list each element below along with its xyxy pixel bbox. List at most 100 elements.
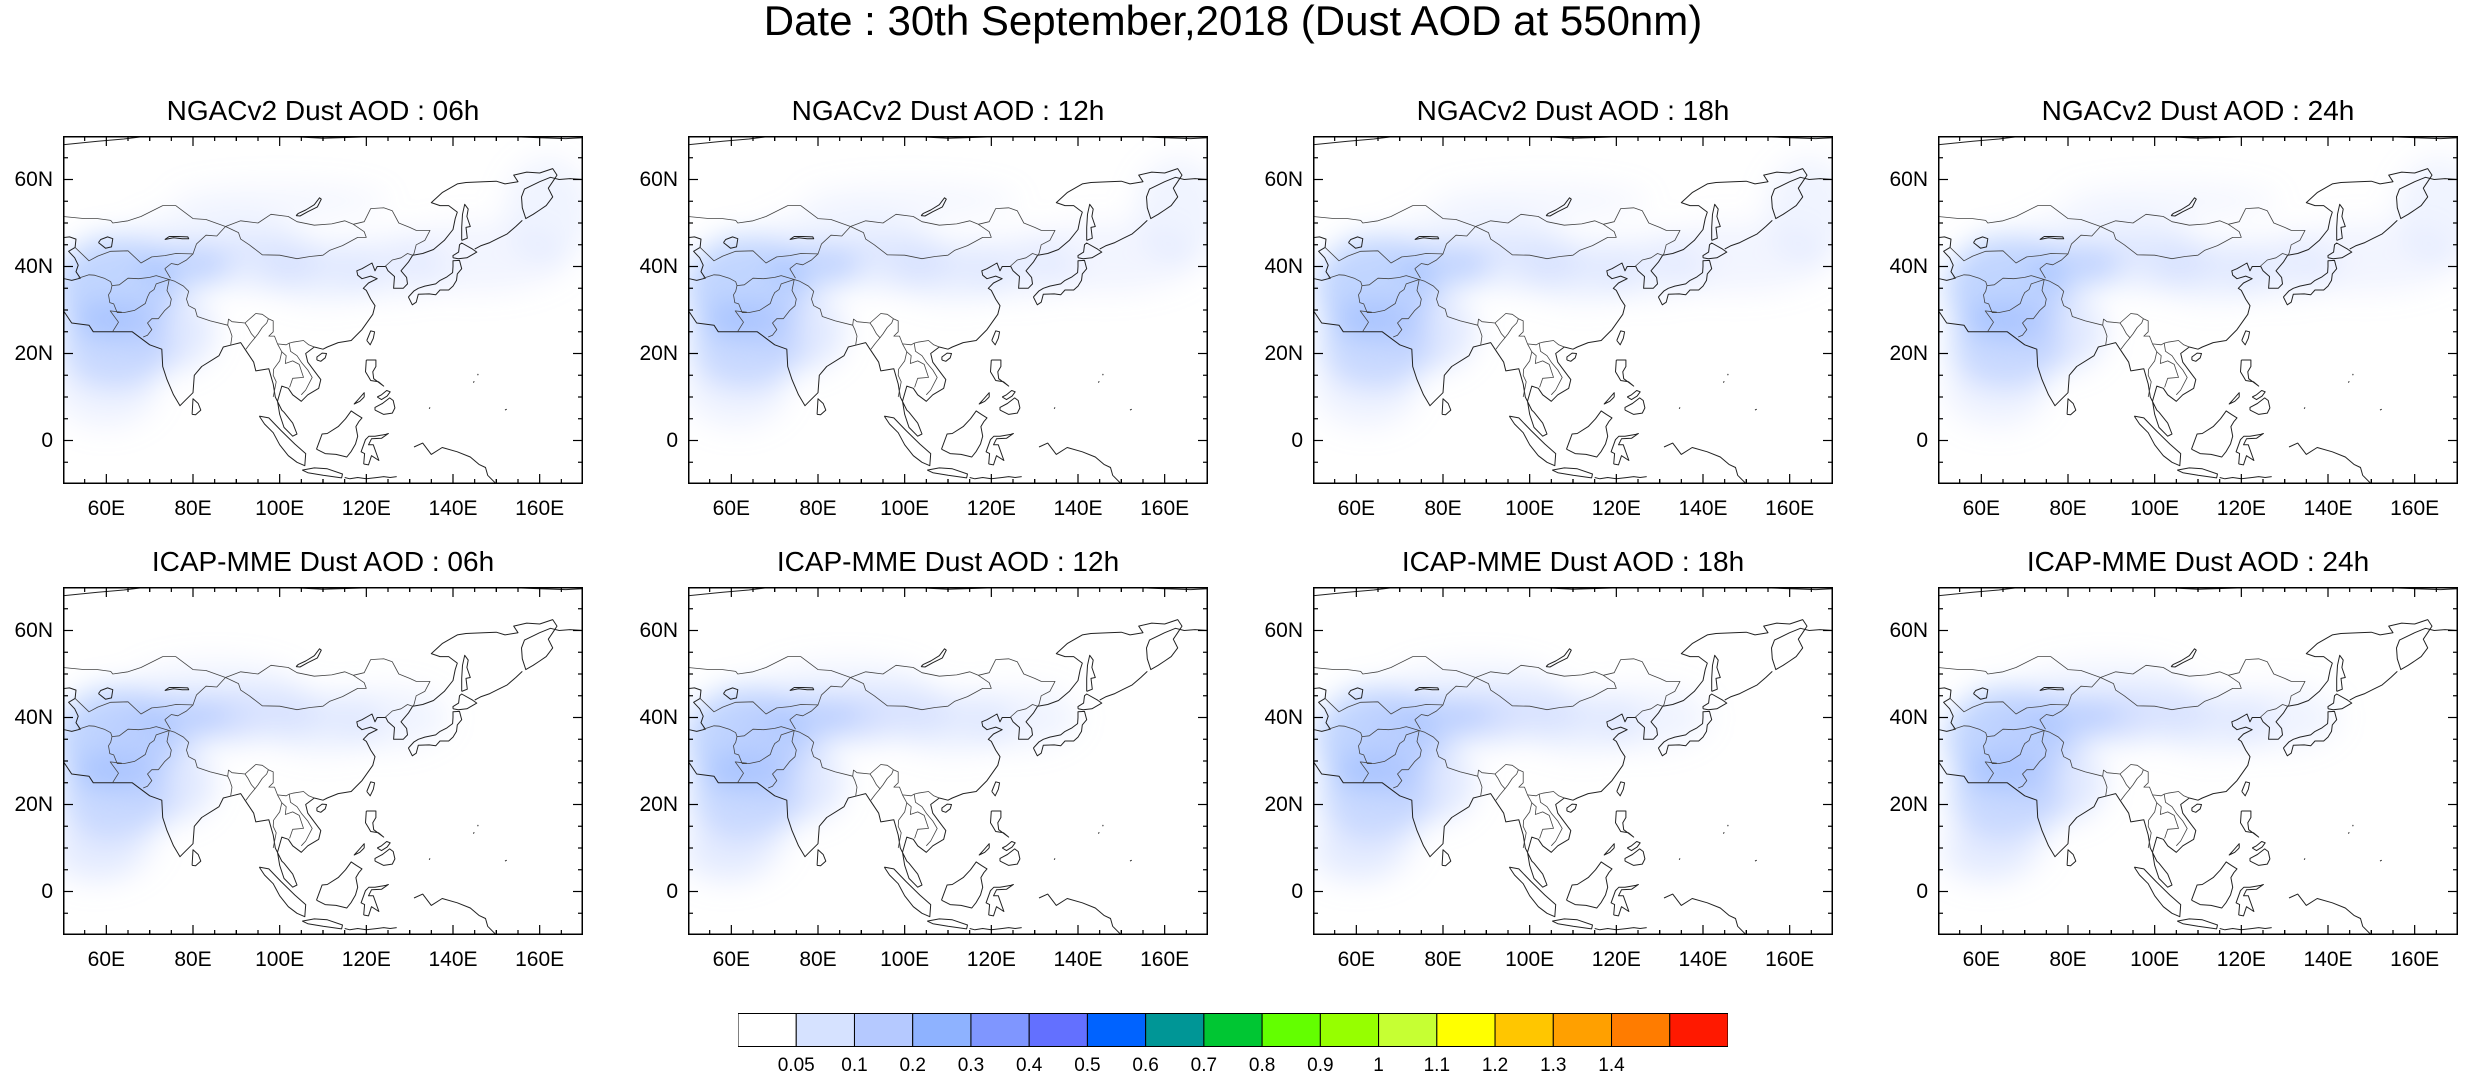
lon-tick-label: 100E	[2115, 498, 2195, 520]
colorbar-swatch	[1262, 1014, 1320, 1047]
figure-title: Date : 30th September,2018 (Dust AOD at …	[0, 0, 2466, 42]
coastline	[970, 477, 1022, 479]
lat-tick-label: 0	[0, 881, 53, 903]
lon-tick-label: 60E	[1316, 498, 1396, 520]
lon-tick-label: 140E	[413, 498, 493, 520]
lon-tick-label: 80E	[1403, 949, 1483, 971]
panel-title: NGACv2 Dust AOD : 06h	[63, 96, 583, 126]
map-panel	[688, 587, 1208, 935]
country-border	[2120, 323, 2130, 349]
coastline	[2250, 398, 2270, 415]
lon-tick-label: 80E	[153, 949, 233, 971]
coastline	[1604, 844, 1614, 855]
lat-tick-label: 60N	[608, 169, 678, 191]
lon-tick-label: 120E	[1576, 498, 1656, 520]
colorbar-swatch	[1437, 1014, 1495, 1047]
coastline	[192, 850, 201, 866]
coastline	[1000, 398, 1020, 415]
coastline	[1703, 694, 1727, 710]
lat-tick-label: 60N	[1233, 169, 1303, 191]
lat-tick-label: 60N	[1858, 620, 1928, 642]
coastline	[1100, 671, 1148, 700]
lon-tick-label: 120E	[1576, 949, 1656, 971]
coastline	[302, 919, 342, 929]
country-border	[2143, 319, 2189, 347]
aod-region	[2084, 700, 2153, 744]
coastline	[367, 331, 375, 345]
lat-tick-label: 40N	[1858, 707, 1928, 729]
map-panel	[688, 136, 1208, 484]
coastline	[2229, 844, 2239, 855]
lon-tick-label: 160E	[500, 498, 580, 520]
lat-tick-label: 0	[0, 430, 53, 452]
coastline	[2177, 919, 2217, 929]
coastline	[473, 381, 474, 382]
coastline	[2220, 928, 2272, 930]
map-panel	[1313, 136, 1833, 484]
country-border	[880, 770, 893, 789]
dust-aod-shading	[1315, 158, 1833, 428]
lon-tick-label: 140E	[1663, 949, 1743, 971]
coastline	[986, 885, 1013, 916]
lat-tick-label: 40N	[0, 707, 53, 729]
colorbar-label: 0.2	[883, 1056, 943, 1076]
coastline	[992, 782, 1000, 796]
aod-region	[1941, 831, 2028, 883]
coastline	[1002, 391, 1015, 400]
coastline	[354, 844, 364, 855]
colorbar-label: 0.6	[1116, 1056, 1176, 1076]
colorbar-label: 1.3	[1523, 1056, 1583, 1076]
country-border	[907, 803, 929, 839]
country-border	[1532, 803, 1554, 839]
lat-tick-label: 20N	[0, 794, 53, 816]
coastline	[1552, 919, 1592, 929]
coastline	[2304, 407, 2305, 408]
country-border	[255, 770, 268, 789]
colorbar-swatch	[913, 1014, 971, 1047]
coastline	[1039, 443, 1121, 484]
coastline	[473, 832, 474, 833]
aod-region	[1358, 696, 1462, 766]
lat-tick-label: 20N	[1233, 794, 1303, 816]
lon-tick-label: 60E	[1316, 949, 1396, 971]
coastline	[302, 468, 342, 478]
lon-tick-label: 120E	[951, 498, 1031, 520]
coastline	[361, 885, 388, 916]
aod-region	[1432, 184, 1649, 219]
coastline	[1664, 894, 1746, 935]
colorbar-label: 1.4	[1582, 1056, 1642, 1076]
coastline	[317, 353, 327, 361]
coastline	[475, 671, 523, 700]
lat-tick-label: 0	[608, 881, 678, 903]
coastline	[345, 477, 397, 479]
coastline	[942, 411, 988, 457]
coastline	[1627, 842, 1640, 851]
coastline	[942, 804, 952, 812]
map-panel	[63, 136, 583, 484]
country-border	[1505, 770, 1518, 789]
country-border	[1495, 774, 1505, 800]
lon-tick-label: 80E	[153, 498, 233, 520]
coastline	[505, 409, 507, 410]
coastline	[1595, 477, 1647, 479]
coastline	[367, 782, 375, 796]
coastline	[1664, 443, 1746, 484]
coastline	[2348, 381, 2349, 382]
lat-tick-label: 20N	[1233, 343, 1303, 365]
colorbar-label: 0.3	[941, 1056, 1001, 1076]
country-border	[870, 774, 880, 800]
country-border	[893, 770, 939, 798]
coastline	[414, 894, 496, 935]
lon-tick-label: 100E	[240, 498, 320, 520]
coastline	[2350, 671, 2398, 700]
coastline	[992, 331, 1000, 345]
country-border	[282, 803, 304, 839]
map-panel	[1938, 587, 2458, 935]
coastline	[1595, 928, 1647, 930]
country-border	[1505, 319, 1518, 338]
lon-tick-label: 140E	[2288, 498, 2368, 520]
coastline	[2236, 434, 2263, 465]
coastline	[1054, 858, 1055, 859]
coastline	[354, 393, 364, 404]
coastline	[317, 411, 363, 457]
